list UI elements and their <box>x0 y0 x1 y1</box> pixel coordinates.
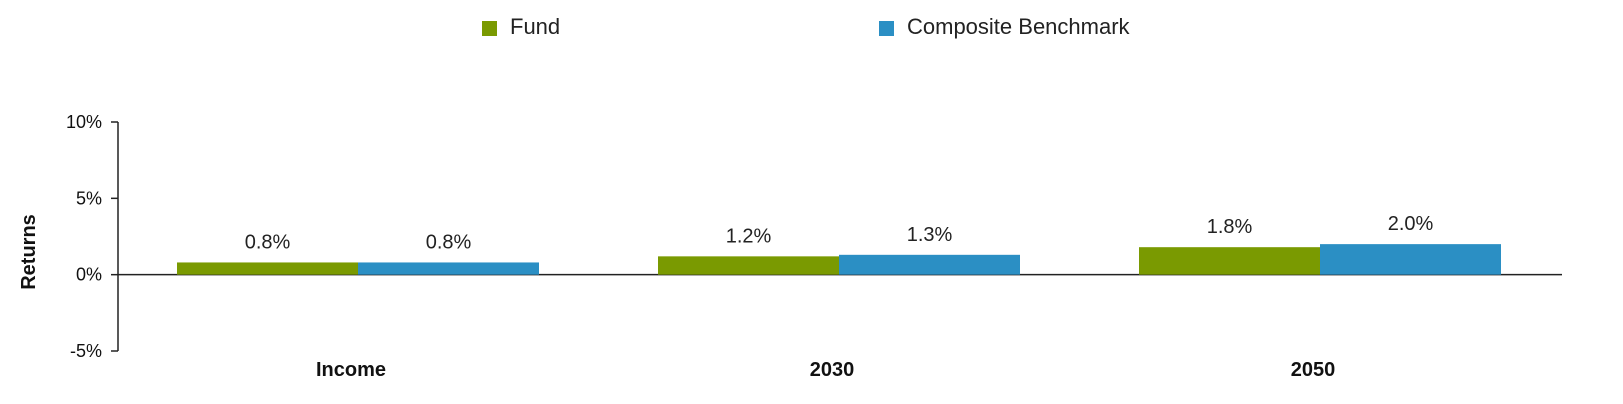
y-tick-label: 10% <box>66 112 102 132</box>
legend-swatch-fund <box>482 21 497 36</box>
legend-label-fund: Fund <box>510 14 560 39</box>
legend: Fund Composite Benchmark <box>482 14 1131 39</box>
bar-benchmark-2030 <box>839 254 1020 275</box>
bars <box>177 244 1501 275</box>
category-labels: Income 2030 2050 <box>316 359 1335 381</box>
data-label-fund-income: 0.8% <box>245 231 291 253</box>
y-tick-label: -5% <box>70 341 102 361</box>
data-labels: 0.8% 0.8% 1.2% 1.3% 1.8% 2.0% <box>245 213 1434 253</box>
legend-swatch-benchmark <box>879 21 894 36</box>
data-label-benchmark-2050: 2.0% <box>1388 213 1434 235</box>
bar-benchmark-2050 <box>1320 244 1501 275</box>
category-label-2050: 2050 <box>1291 359 1336 381</box>
y-tick-label: 0% <box>76 265 102 285</box>
bar-fund-2030 <box>658 256 839 275</box>
data-label-fund-2030: 1.2% <box>726 225 772 247</box>
legend-label-benchmark: Composite Benchmark <box>907 14 1131 39</box>
y-axis-ticks: -5% 0% 5% 10% <box>66 112 118 361</box>
data-label-fund-2050: 1.8% <box>1207 216 1253 238</box>
bar-benchmark-income <box>358 262 539 275</box>
y-tick-label: 5% <box>76 188 102 208</box>
bar-fund-2050 <box>1139 247 1320 275</box>
category-label-income: Income <box>316 359 386 381</box>
category-label-2030: 2030 <box>810 359 855 381</box>
data-label-benchmark-2030: 1.3% <box>907 224 953 246</box>
data-label-benchmark-income: 0.8% <box>426 231 472 253</box>
bar-fund-income <box>177 262 358 275</box>
y-axis-title: Returns <box>18 214 40 290</box>
